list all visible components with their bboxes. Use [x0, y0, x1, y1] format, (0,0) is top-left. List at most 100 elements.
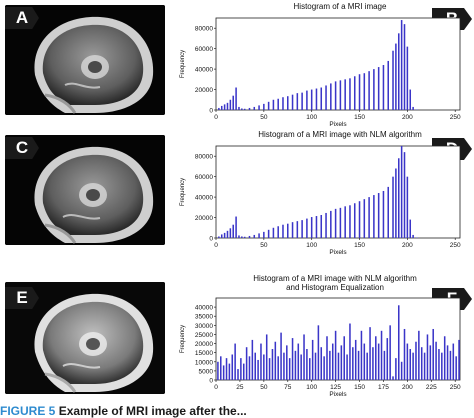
histogram-bar — [320, 87, 323, 110]
y-tick-label: 25000 — [195, 332, 213, 339]
histogram-bar — [229, 99, 232, 110]
x-tick-label: 175 — [378, 384, 389, 391]
histogram-bar — [231, 354, 234, 380]
histogram-bar — [263, 231, 265, 238]
histogram-bar — [358, 201, 361, 238]
histogram-bar — [274, 341, 277, 380]
histogram-bar — [229, 228, 232, 238]
histogram-bar — [272, 99, 275, 110]
histogram-bar — [300, 354, 302, 380]
histogram-bar — [223, 232, 226, 238]
histogram-bar — [395, 168, 397, 238]
histogram-bar — [382, 65, 385, 110]
histogram-bar — [253, 234, 256, 238]
histogram-bar — [360, 330, 363, 380]
histogram-bar — [377, 193, 380, 238]
histogram-bar — [220, 105, 223, 110]
histogram-bar — [282, 97, 284, 110]
histogram-bar — [310, 217, 313, 238]
histogram-bar — [226, 230, 229, 238]
histogram-bar — [238, 235, 240, 238]
histogram-bar — [349, 323, 351, 380]
histogram-bar — [409, 219, 412, 238]
histogram-bar — [325, 85, 327, 110]
histogram-bar — [423, 352, 426, 380]
histogram-bar — [241, 108, 243, 110]
chart-title-d: Histogram of a MRI image with NLM algori… — [258, 130, 422, 139]
histogram-bar — [260, 343, 262, 380]
histogram-bar — [232, 95, 234, 110]
histogram-bar — [223, 104, 226, 110]
histogram-bar — [226, 102, 229, 110]
histogram-bar — [277, 98, 279, 110]
histogram-bar — [320, 347, 323, 380]
histogram-bar — [412, 234, 414, 238]
histogram-bar — [349, 78, 351, 110]
histogram-bar — [400, 146, 403, 238]
histogram-bar — [243, 108, 246, 110]
histogram-bar — [286, 223, 289, 238]
histogram-bar — [353, 76, 356, 110]
histogram-bar — [241, 236, 243, 238]
histogram-bar — [317, 325, 320, 380]
y-tick-label: 10000 — [195, 359, 213, 366]
histogram-bar — [406, 46, 409, 110]
histogram-bar — [271, 349, 274, 380]
histogram-bar — [418, 330, 420, 380]
histogram-bar — [268, 358, 271, 380]
histogram-bar — [311, 339, 314, 380]
histogram-bar — [272, 227, 275, 238]
histogram-chart-b: 0 20000 40000 60000 80000 0 50 100 150 200 250 Pixe… — [180, 17, 461, 128]
histogram-bar — [392, 176, 394, 238]
histogram-bar — [288, 358, 291, 380]
histogram-bar — [218, 107, 220, 110]
histogram-bar — [368, 71, 370, 110]
histogram-bar — [373, 69, 375, 110]
plot-area — [215, 17, 461, 111]
histogram-bar — [301, 92, 303, 110]
y-tick-label: 15000 — [195, 350, 213, 357]
histogram-bar — [325, 212, 327, 238]
x-tick-label: 250 — [450, 384, 461, 391]
y-axis-label: Frequency — [180, 325, 186, 353]
x-tick-label: 200 — [402, 114, 413, 121]
histogram-bar — [339, 207, 342, 238]
histogram-bar — [392, 50, 394, 110]
histogram-bar — [238, 106, 240, 110]
x-tick-label: 125 — [330, 384, 341, 391]
histogram-bar — [349, 205, 351, 238]
y-tick-label: 60000 — [195, 174, 213, 181]
y-tick-label: 35000 — [195, 314, 213, 321]
histogram-bar — [412, 106, 414, 110]
y-tick-label: 20000 — [195, 215, 213, 222]
x-tick-label: 100 — [306, 384, 317, 391]
x-tick-label: 50 — [260, 384, 268, 391]
histogram-bar — [344, 79, 346, 110]
x-tick-label: 0 — [214, 114, 218, 121]
histogram-bar — [286, 345, 288, 380]
histogram-bar — [416, 237, 418, 238]
histogram-bar — [330, 83, 332, 110]
histogram-bar — [228, 363, 231, 380]
figure-caption: FIGURE 5 Example of MRI image after the.… — [0, 404, 474, 418]
histogram-bar — [386, 338, 389, 380]
histogram-bar — [406, 343, 409, 380]
x-tick-label: 0 — [214, 242, 218, 249]
histogram-bar — [291, 222, 294, 238]
y-tick-label: 0 — [209, 108, 213, 115]
histogram-bar — [412, 352, 414, 380]
histogram-bar — [438, 349, 440, 380]
histogram-bar — [449, 350, 452, 380]
histogram-bar — [403, 24, 406, 111]
x-tick-label: 225 — [426, 384, 437, 391]
histogram-chart-f: 0 5000 10000 15000 20000 25000 30000 35000 40000… — [180, 297, 461, 398]
histogram-bar — [387, 60, 390, 110]
x-tick-label: 150 — [354, 384, 365, 391]
histogram-bar — [294, 350, 297, 380]
histogram-bar — [420, 347, 423, 380]
histogram-bar — [267, 229, 270, 238]
histogram-bar — [334, 208, 337, 238]
histogram-bar — [306, 218, 308, 238]
histogram-bar — [326, 336, 328, 380]
histogram-bar — [377, 67, 380, 110]
